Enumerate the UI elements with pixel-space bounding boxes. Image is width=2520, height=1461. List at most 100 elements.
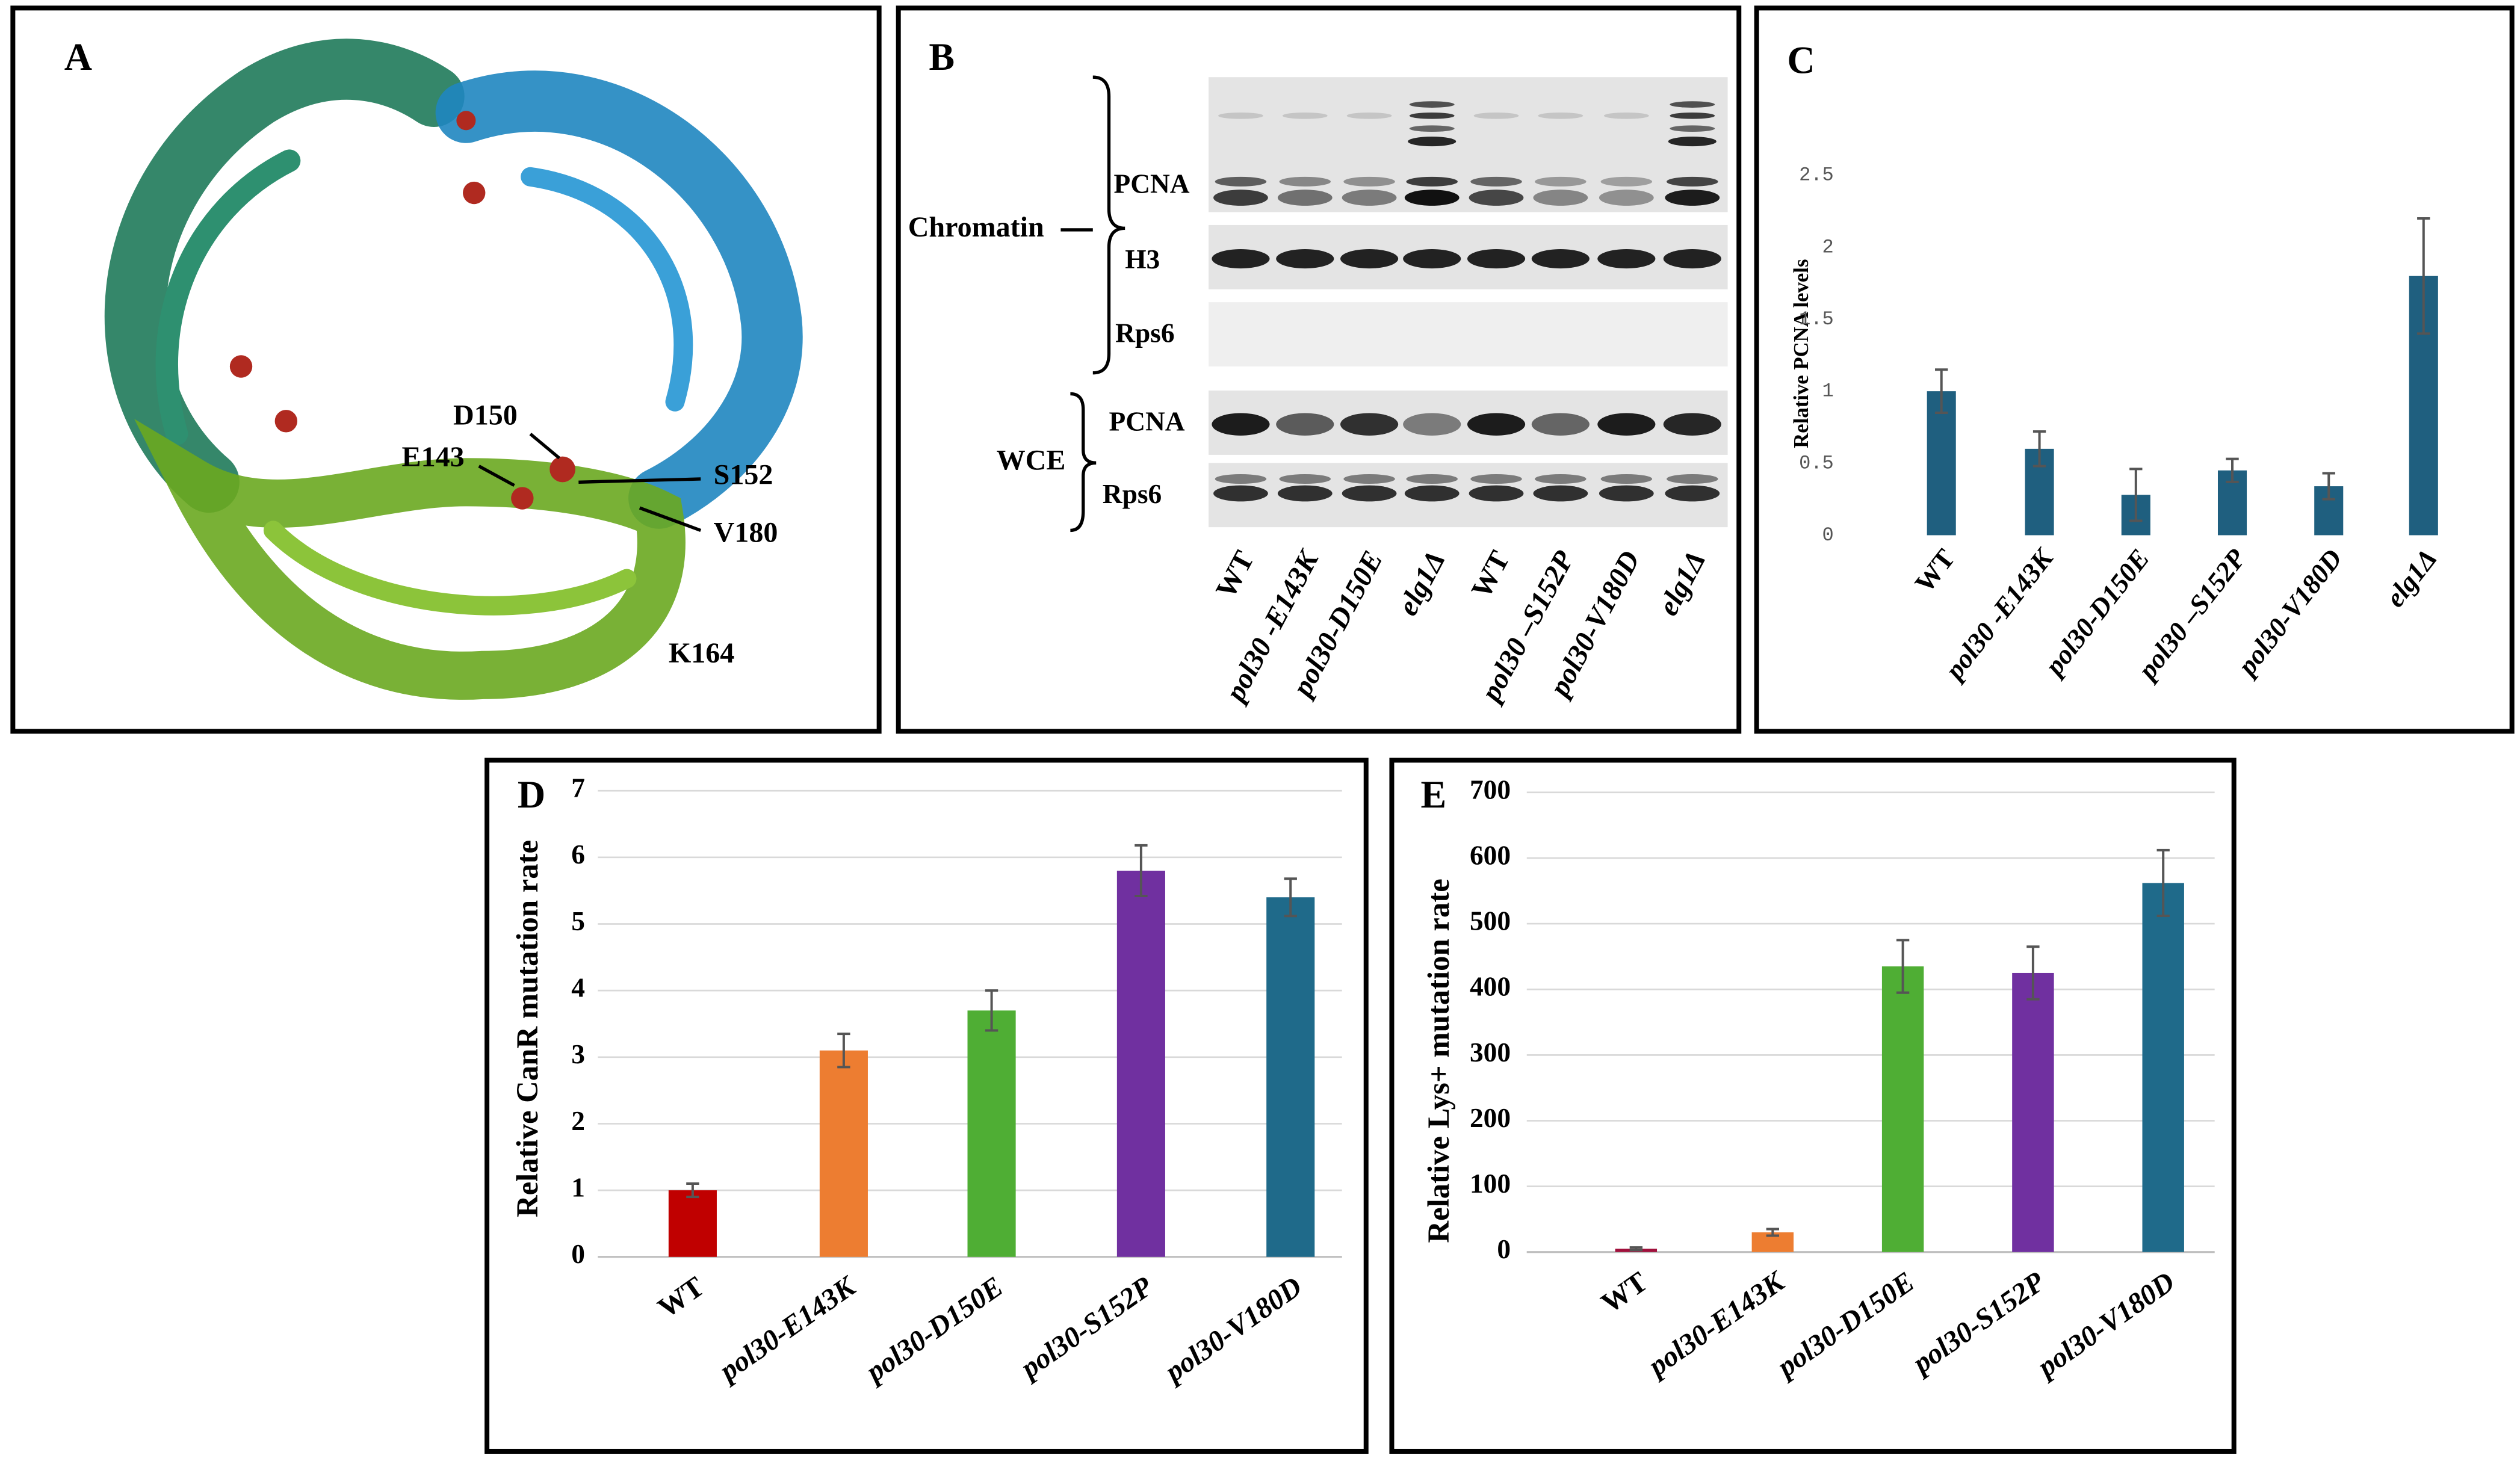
x-tick-label: pol30-E143K bbox=[1641, 1265, 1791, 1384]
y-tick-label: 2 bbox=[571, 1106, 585, 1136]
brace bbox=[1092, 75, 1125, 375]
row-label: Rps6 bbox=[1115, 318, 1174, 348]
x-tick-label: pol30-E143K bbox=[712, 1270, 862, 1389]
error-bar bbox=[2032, 430, 2046, 468]
western-blots bbox=[1209, 77, 1728, 528]
bar bbox=[1927, 391, 1956, 536]
bar bbox=[2142, 883, 2184, 1252]
blot-band bbox=[1665, 485, 1720, 502]
y-tick-label: 400 bbox=[1470, 972, 1511, 1002]
y-tick-label: 100 bbox=[1470, 1169, 1511, 1199]
y-tick-label: 700 bbox=[1470, 774, 1511, 805]
blot-band bbox=[1535, 176, 1587, 187]
error-bar bbox=[2322, 472, 2335, 501]
blot-band bbox=[1215, 176, 1267, 187]
x-tick-label: pol30-S152P bbox=[1013, 1270, 1159, 1386]
blot-band bbox=[1473, 112, 1519, 119]
blot-strip bbox=[1209, 302, 1728, 367]
blot-band bbox=[1340, 413, 1399, 436]
lane-label: elg1Δ bbox=[1392, 546, 1452, 621]
row-label: PCNA bbox=[1109, 407, 1184, 437]
y-tick-label: 300 bbox=[1470, 1037, 1511, 1067]
error-bar bbox=[2156, 848, 2170, 918]
blot-band bbox=[1218, 112, 1263, 119]
blot-band bbox=[1277, 190, 1333, 206]
blot-band bbox=[1343, 176, 1395, 187]
y-tick-label: 3 bbox=[571, 1039, 585, 1069]
blot-band bbox=[1533, 485, 1588, 502]
x-tick-label: pol30-S152P bbox=[1905, 1265, 2051, 1381]
blot-band bbox=[1408, 137, 1457, 147]
error-bar bbox=[2129, 468, 2143, 522]
error-bar bbox=[1766, 1228, 1780, 1237]
x-tick-label: elg1Δ bbox=[2380, 543, 2443, 613]
panel-label: D bbox=[518, 773, 545, 816]
residue-label: S152 bbox=[714, 459, 773, 490]
error-bar bbox=[1629, 1246, 1643, 1252]
panel-e-frame bbox=[1389, 758, 2237, 1454]
row-label: PCNA bbox=[1114, 168, 1190, 199]
x-tick-label: WT bbox=[1909, 543, 1961, 598]
lane-label: WT bbox=[1465, 546, 1515, 604]
y-tick-label: 2.5 bbox=[1799, 164, 1834, 187]
blot-band bbox=[1403, 249, 1461, 269]
blot-band bbox=[1670, 101, 1715, 108]
bar bbox=[2012, 972, 2054, 1252]
blot-band bbox=[1279, 474, 1331, 484]
blot-band bbox=[1215, 474, 1267, 484]
residue-label: K164 bbox=[669, 637, 734, 669]
bar bbox=[668, 1190, 717, 1257]
blot-band bbox=[1212, 413, 1270, 436]
blot-band bbox=[1469, 190, 1524, 206]
y-tick-label: 0 bbox=[1497, 1234, 1511, 1264]
y-tick-label: 1 bbox=[571, 1173, 585, 1203]
blot-band bbox=[1667, 474, 1718, 484]
blot-band bbox=[1213, 485, 1268, 502]
blot-band bbox=[1467, 249, 1526, 269]
blot-band bbox=[1342, 190, 1397, 206]
y-axis-label: Relative Lys+ mutation rate bbox=[1422, 879, 1455, 1243]
bar bbox=[1881, 966, 1924, 1252]
blot-band bbox=[1406, 176, 1458, 187]
brace bbox=[1070, 461, 1097, 533]
y-tick-label: 6 bbox=[571, 839, 585, 869]
blot-band bbox=[1467, 413, 1526, 436]
x-tick-label: WT bbox=[1596, 1265, 1653, 1319]
panel-c-frame bbox=[1754, 5, 2515, 734]
brace bbox=[1070, 392, 1097, 465]
blot-band bbox=[1212, 249, 1270, 269]
blot-band bbox=[1667, 176, 1718, 187]
residue-label: D150 bbox=[453, 400, 518, 431]
row-label: Rps6 bbox=[1103, 479, 1162, 509]
blot-band bbox=[1346, 112, 1392, 119]
y-tick-label: 4 bbox=[571, 973, 585, 1003]
blot-band bbox=[1603, 112, 1649, 119]
residue-label: V180 bbox=[714, 516, 778, 548]
blot-band bbox=[1406, 474, 1458, 484]
y-tick-label: 1.5 bbox=[1799, 308, 1834, 330]
error-bar bbox=[686, 1182, 699, 1199]
x-tick-label: WT bbox=[652, 1270, 710, 1324]
y-tick-label: 600 bbox=[1470, 840, 1511, 870]
y-tick-label: 7 bbox=[571, 773, 585, 803]
lane-label: WT bbox=[1210, 546, 1260, 604]
panel-label: E bbox=[1421, 773, 1447, 816]
error-bar bbox=[1284, 877, 1297, 918]
blot-band bbox=[1470, 474, 1522, 484]
group-label: WCE bbox=[997, 444, 1066, 476]
blot-band bbox=[1282, 112, 1328, 119]
y-tick-label: 1 bbox=[1822, 380, 1834, 403]
blot-band bbox=[1342, 485, 1397, 502]
y-tick-label: 2 bbox=[1822, 236, 1834, 258]
y-tick-label: 0 bbox=[571, 1239, 585, 1269]
blot-band bbox=[1665, 190, 1720, 206]
error-bar bbox=[1896, 939, 1910, 994]
x-tick-label: pol30-V180D bbox=[2030, 1265, 2181, 1384]
error-bar bbox=[1935, 368, 1948, 415]
error-bar bbox=[985, 989, 998, 1032]
y-axis-label: Relative PCNA levels bbox=[1789, 259, 1813, 448]
blot-band bbox=[1597, 413, 1656, 436]
blot-band bbox=[1343, 474, 1395, 484]
blot-band bbox=[1276, 413, 1334, 436]
blot-band bbox=[1663, 249, 1721, 269]
